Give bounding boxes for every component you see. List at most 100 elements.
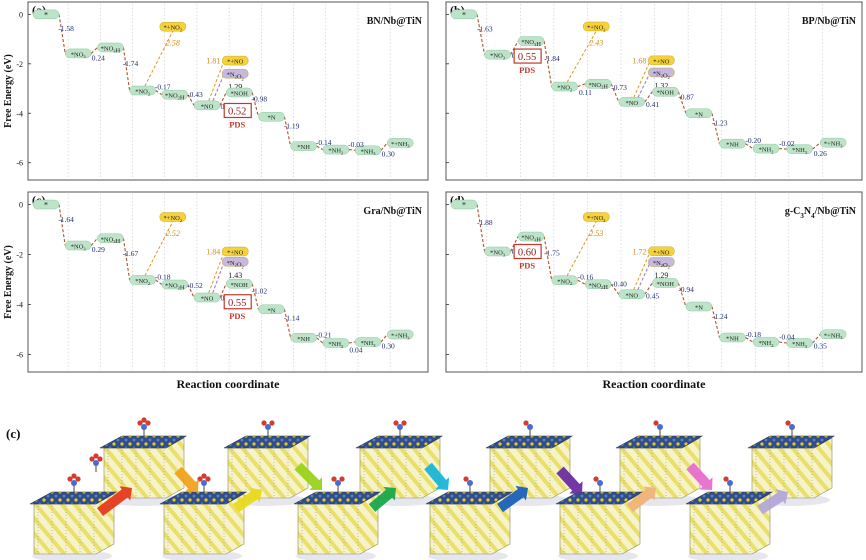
pds-label: PDS xyxy=(519,261,535,271)
step-connector xyxy=(90,47,98,54)
step-energy-label: -1.23 xyxy=(712,118,728,127)
side-energy-label: 1.68 xyxy=(632,56,646,65)
slab-top xyxy=(159,491,248,505)
catalyst-slab xyxy=(29,491,118,560)
slab-top xyxy=(485,435,574,449)
step-energy-label: 0.04 xyxy=(349,346,362,355)
state-label: *NO2H xyxy=(165,93,185,102)
state-pill xyxy=(652,278,679,288)
state-label: *NO2H xyxy=(588,82,608,91)
adsorbate-molecule xyxy=(463,476,473,492)
step-connector xyxy=(711,306,721,338)
pds-box xyxy=(513,48,542,64)
oxygen-atom xyxy=(137,420,143,426)
pathway-arrow xyxy=(497,485,528,513)
panel-c-reaction-pathway: (c) xyxy=(6,417,836,560)
adsorbate-molecule xyxy=(137,417,151,436)
pds-value: 0.60 xyxy=(518,248,536,259)
step-connector xyxy=(610,83,620,103)
step-connector xyxy=(745,143,754,150)
step-connector xyxy=(155,279,163,285)
state-label: *NO xyxy=(625,292,638,299)
step-connector xyxy=(380,142,388,151)
side-connector xyxy=(206,251,225,298)
nitrogen-atom xyxy=(467,480,473,486)
step-connector xyxy=(577,83,586,88)
pathway-arrow xyxy=(626,486,656,512)
oxygen-atom xyxy=(653,420,659,426)
state-label: *NO2 xyxy=(557,85,572,93)
state-pill xyxy=(719,138,746,149)
state-pill xyxy=(32,199,60,210)
panel-c-letter: (c) xyxy=(6,426,20,441)
step-energy-label: -0.94 xyxy=(678,285,694,294)
step-energy-label: -1.67 xyxy=(123,249,139,258)
state-label: *NH2 xyxy=(328,148,343,156)
state-label: *NO2 xyxy=(135,278,150,286)
oxygen-atom xyxy=(331,476,337,482)
state-pill xyxy=(551,81,578,92)
pds-value: 0.55 xyxy=(228,298,246,309)
pathway-arrow xyxy=(424,462,450,490)
pds-value: 0.52 xyxy=(228,106,246,117)
state-label: *NOH xyxy=(231,90,249,97)
state-pill xyxy=(584,79,612,89)
state-pill xyxy=(322,338,350,348)
oxygen-atom xyxy=(201,473,207,479)
side-energy-label: 1.29 xyxy=(228,83,242,92)
step-energy-label: -0.16 xyxy=(578,272,594,281)
side-energy-label: 1.72 xyxy=(632,247,646,256)
adsorbate-molecule xyxy=(261,420,275,436)
state-pill xyxy=(129,85,156,96)
state-label: *NH2 xyxy=(759,147,774,155)
side-connector xyxy=(210,261,225,298)
state-label: *NH xyxy=(726,142,739,149)
side-state-label: *+NO2 xyxy=(587,24,606,32)
pds-label: PDS xyxy=(229,311,245,321)
side-state-pill xyxy=(159,22,187,32)
step-energy-label: -1.24 xyxy=(712,312,728,321)
step-energy-label: -1.84 xyxy=(544,54,560,63)
pds-label: PDS xyxy=(229,119,245,129)
y-tick-label: -4 xyxy=(16,109,23,118)
side-connector xyxy=(564,221,597,281)
slab-top xyxy=(747,435,836,449)
state-label: *N xyxy=(267,307,275,314)
catalyst-slab xyxy=(555,491,644,560)
step-connector xyxy=(677,91,687,114)
step-energy-label: -1.88 xyxy=(477,218,493,227)
side-energy-label: 1.29 xyxy=(654,271,668,280)
adsorbate-molecule xyxy=(723,476,733,492)
step-energy-label: 0.45 xyxy=(646,292,659,301)
side-connector xyxy=(564,30,597,87)
nitrogen-atom xyxy=(141,424,147,430)
state-label: * xyxy=(462,201,466,210)
side-state-pill xyxy=(648,67,675,78)
y-tick-label: -2 xyxy=(16,60,23,69)
state-pill xyxy=(97,233,124,243)
step-connector xyxy=(745,337,754,343)
oxygen-atom xyxy=(89,456,95,462)
state-pill xyxy=(450,9,478,20)
catalyst-slab xyxy=(99,435,188,506)
side-state-label: *+NO xyxy=(227,59,244,66)
step-connector xyxy=(812,333,821,344)
state-label: * xyxy=(462,10,466,19)
state-pill xyxy=(129,275,156,285)
oxygen-atom xyxy=(463,476,469,482)
step-connector xyxy=(187,284,195,298)
state-pill xyxy=(786,338,813,348)
state-label: *NH3 xyxy=(792,341,808,349)
step-energy-label: 0.29 xyxy=(92,245,105,254)
state-pill xyxy=(258,304,285,314)
oxygen-atom xyxy=(785,420,791,426)
step-connector xyxy=(122,47,131,91)
state-label: *NO xyxy=(201,296,214,303)
state-pill xyxy=(752,337,780,347)
side-connector xyxy=(210,73,225,106)
step-energy-label: -0.14 xyxy=(316,138,332,147)
state-pill xyxy=(64,240,92,251)
catalyst-slab xyxy=(425,491,514,560)
side-state-label: *+NO2 xyxy=(164,25,183,33)
step-connector xyxy=(677,282,687,307)
